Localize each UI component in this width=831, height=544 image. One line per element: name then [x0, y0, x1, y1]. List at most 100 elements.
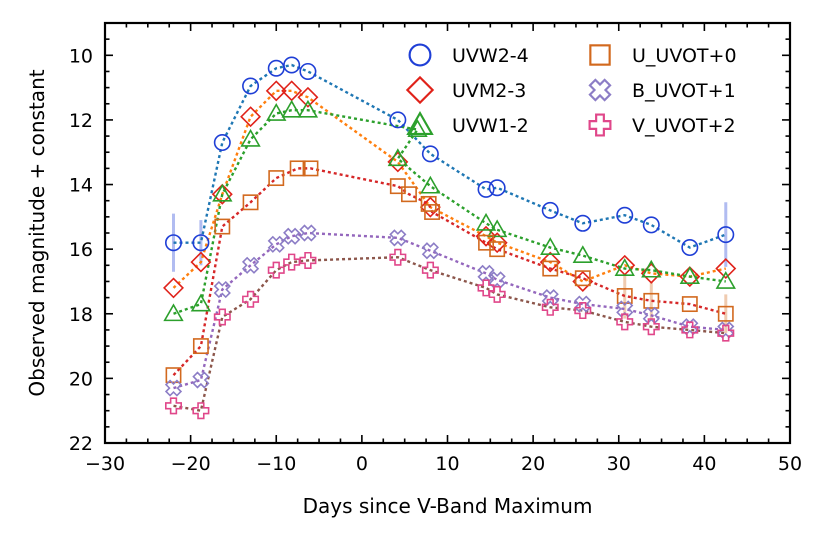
- data-point-uvw1-2: [420, 175, 441, 194]
- data-point-uvw1-2: [387, 148, 409, 167]
- y-tick-label: 12: [69, 110, 93, 132]
- y-tick-label: 16: [69, 239, 93, 261]
- data-point-uvm2-3: [715, 258, 737, 280]
- data-point-u-uvot-0: [242, 194, 259, 211]
- data-point-b-uvot-1: [213, 280, 231, 299]
- x-tick-label: 30: [607, 453, 631, 475]
- legend-marker-uvw2-4: [408, 43, 432, 67]
- data-point-b-uvot-1: [267, 235, 285, 253]
- y-axis-title: Observed magnitude + constant: [25, 69, 49, 396]
- data-point-b-uvot-1: [283, 227, 301, 245]
- data-point-u-uvot-0: [165, 367, 182, 384]
- data-point-uvw2-4: [389, 111, 407, 129]
- legend: UVW2-4 UVM2-3 UVW1-2 U_UVOT+0 B_UVOT+1 V_UVOT…: [405, 43, 737, 137]
- legend-marker-uvw1-2: [406, 110, 434, 135]
- data-point-uvm2-3: [486, 232, 508, 254]
- data-point-uvw2-4: [488, 179, 506, 197]
- data-point-v-uvot-2: [681, 321, 699, 339]
- data-point-uvm2-3: [387, 151, 409, 173]
- series-line-u-uvot-0: [172, 167, 727, 376]
- data-point-u-uvot-0: [489, 241, 506, 258]
- data-point-uvm2-3: [679, 266, 701, 288]
- data-point-uvw1-2: [407, 119, 428, 138]
- data-point-v-uvot-2: [421, 261, 439, 279]
- data-point-uvm2-3: [640, 262, 662, 284]
- data-point-uvm2-3: [163, 277, 184, 299]
- x-tick-label: 0: [356, 453, 368, 475]
- x-tick-label: 10: [435, 453, 459, 475]
- data-point-uvm2-3: [240, 106, 262, 128]
- legend-label-u-uvot-0: U_UVOT+0: [632, 45, 737, 67]
- data-point-v-uvot-2: [192, 402, 210, 420]
- data-point-u-uvot-0: [214, 218, 231, 235]
- data-point-v-uvot-2: [642, 318, 660, 336]
- data-point-uvw1-2: [475, 212, 497, 231]
- data-point-uvw1-2: [679, 266, 700, 285]
- data-point-v-uvot-2: [213, 308, 231, 326]
- data-point-u-uvot-0: [192, 338, 209, 355]
- data-point-u-uvot-0: [268, 170, 285, 187]
- y-tick-label: 18: [69, 304, 93, 326]
- x-tick-label: −20: [171, 453, 211, 475]
- data-point-u-uvot-0: [717, 305, 734, 322]
- legend-label-uvw2-4: UVW2-4: [452, 45, 529, 67]
- data-point-v-uvot-2: [242, 290, 260, 308]
- data-point-b-uvot-1: [164, 379, 183, 397]
- data-point-uvm2-3: [572, 270, 594, 292]
- data-point-v-uvot-2: [717, 324, 735, 342]
- data-point-uvw1-2: [266, 103, 287, 121]
- data-point-uvw1-2: [212, 183, 233, 202]
- data-point-v-uvot-2: [616, 313, 634, 331]
- series-line-uvw1-2: [173, 109, 726, 315]
- data-point-u-uvot-0: [424, 204, 441, 220]
- x-tick-label: 50: [778, 453, 802, 475]
- legend-label-uvw1-2: UVW1-2: [452, 115, 529, 137]
- data-point-uvw2-4: [421, 145, 439, 163]
- error-bars: [172, 202, 728, 334]
- legend-marker-b-uvot-1: [588, 78, 612, 102]
- data-point-uvw1-2: [297, 99, 319, 118]
- data-point-uvw1-2: [614, 258, 635, 276]
- data-point-b-uvot-1: [389, 229, 407, 247]
- data-point-u-uvot-0: [420, 195, 437, 212]
- data-point-uvw2-4: [616, 206, 634, 224]
- data-point-u-uvot-0: [643, 292, 660, 309]
- legend-marker-u-uvot-0: [589, 44, 611, 66]
- data-point-u-uvot-0: [542, 260, 559, 277]
- data-point-uvw2-4: [242, 77, 260, 95]
- y-tick-label: 14: [69, 175, 93, 197]
- data-point-uvw2-4: [192, 234, 210, 252]
- plot-frame: [103, 21, 792, 445]
- data-markers: [163, 56, 737, 420]
- data-point-uvw2-4: [642, 216, 660, 234]
- y-tick-label: 10: [69, 45, 93, 67]
- data-point-uvw2-4: [299, 62, 317, 80]
- data-point-uvw2-4: [213, 134, 231, 152]
- series-line-b-uvot-1: [173, 231, 726, 390]
- series-line-v-uvot-2: [173, 256, 726, 413]
- data-point-u-uvot-0: [289, 160, 306, 177]
- x-tick-label: −10: [256, 453, 296, 475]
- x-axis-title: Days since V-Band Maximum: [303, 494, 593, 518]
- data-point-uvw2-4: [283, 56, 301, 74]
- data-point-uvw1-2: [572, 245, 593, 264]
- data-point-uvm2-3: [190, 251, 212, 273]
- data-point-uvw2-4: [477, 180, 495, 198]
- data-point-uvw1-2: [540, 237, 561, 255]
- data-point-uvw1-2: [240, 128, 261, 147]
- x-tick-label: 40: [692, 453, 716, 475]
- data-point-v-uvot-2: [389, 248, 407, 266]
- data-point-uvm2-3: [475, 225, 497, 247]
- data-point-uvw1-2: [163, 303, 184, 322]
- data-point-u-uvot-0: [616, 288, 633, 304]
- data-point-uvm2-3: [539, 251, 561, 273]
- data-point-b-uvot-1: [299, 224, 317, 242]
- data-point-uvm2-3: [211, 183, 233, 205]
- x-tick-label: 20: [521, 453, 545, 475]
- data-point-uvw1-2: [715, 271, 736, 289]
- data-point-b-uvot-1: [574, 295, 592, 313]
- data-point-v-uvot-2: [541, 298, 559, 316]
- data-point-uvm2-3: [297, 86, 319, 108]
- data-point-v-uvot-2: [283, 253, 301, 271]
